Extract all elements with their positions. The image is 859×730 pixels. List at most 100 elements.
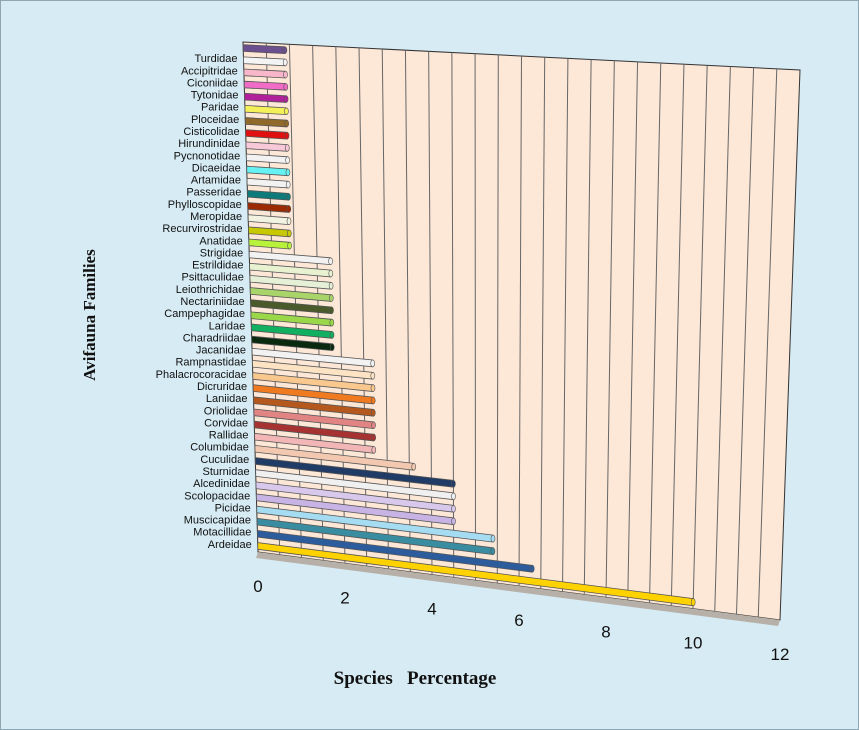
gridline	[288, 44, 302, 558]
bar-cap	[284, 132, 290, 140]
gridline	[312, 45, 324, 561]
gridline	[627, 61, 639, 601]
x-tick-label: 2	[340, 588, 349, 607]
gridline	[670, 64, 685, 606]
category-label: Motacillidae	[193, 527, 251, 539]
gridline	[714, 66, 731, 612]
bar-cap	[371, 433, 377, 442]
bar-cap	[328, 257, 333, 265]
category-label: Cuculidae	[200, 454, 249, 466]
bar-cap	[370, 372, 376, 380]
bar-cap	[286, 229, 292, 238]
category-label: Accipitridae	[181, 65, 238, 77]
bar-cap	[286, 217, 292, 225]
plot-floor	[256, 552, 780, 626]
x-tick-label: 8	[601, 622, 610, 641]
bar-cap	[329, 318, 335, 327]
category-label: Alcedinidae	[193, 478, 250, 490]
category-label: Rallidae	[209, 430, 249, 442]
category-label: Passeridae	[186, 187, 241, 199]
gridline	[335, 46, 346, 564]
x-tick-label: 10	[684, 634, 703, 653]
x-tick-label: 12	[771, 645, 790, 664]
bar-cap	[370, 409, 376, 417]
bar-cap	[328, 269, 334, 278]
gridline	[605, 60, 615, 598]
bar-cap	[285, 168, 291, 177]
bar-cap	[451, 480, 456, 488]
gridline	[358, 47, 368, 567]
bar-cap	[283, 95, 289, 103]
gridline	[404, 50, 411, 572]
category-label: Nectariniidae	[180, 296, 244, 308]
category-label: Muscicapidae	[184, 515, 251, 527]
category-label: Sturnidae	[203, 466, 250, 478]
gridline	[562, 58, 569, 592]
category-label: Leiothrichidae	[176, 284, 245, 296]
bar-cap	[371, 421, 376, 429]
gridline	[265, 43, 281, 555]
gridline	[649, 62, 662, 604]
category-label: Tytonidae	[191, 90, 239, 102]
bar-cap	[283, 70, 288, 79]
category-label: Charadriidae	[183, 333, 246, 345]
bar-cap	[282, 58, 288, 67]
gridline	[540, 57, 546, 589]
bar-cap	[451, 517, 456, 525]
category-label: Jacanidae	[196, 345, 246, 357]
category-label: Dicruridae	[197, 381, 247, 393]
bar-cap	[370, 396, 376, 405]
category-label: Hirundinidae	[178, 138, 240, 150]
category-label: Phylloscopidae	[168, 199, 242, 211]
bar-cap	[329, 331, 335, 339]
category-label: Turdidae	[194, 53, 237, 65]
gridline	[496, 54, 499, 584]
bar-cap	[328, 282, 334, 290]
gridline	[381, 48, 389, 570]
bar-cap	[285, 156, 290, 164]
category-label: Recurvirostridae	[162, 223, 242, 235]
bar-cap	[329, 306, 334, 314]
bar-cap	[370, 359, 376, 368]
bar-cap	[371, 446, 377, 454]
x-tick-label: 0	[253, 577, 262, 596]
category-label: Columbidae	[190, 442, 249, 454]
bar-cap	[286, 193, 291, 201]
category-label: Ardeidae	[208, 539, 252, 551]
y-axis-title: Avifauna Families	[80, 249, 99, 381]
x-tick-label: 6	[514, 611, 523, 630]
gridline	[518, 55, 522, 587]
bar-cap	[490, 534, 496, 543]
category-label: Estrildidae	[192, 260, 243, 272]
bar-cap	[286, 205, 292, 213]
category-label: Ploceidae	[191, 114, 239, 126]
bar-cap	[287, 241, 292, 250]
category-label: Oriolidae	[204, 405, 248, 417]
bar-cap	[370, 384, 376, 392]
category-label: Picidae	[215, 503, 251, 515]
bar-cap	[282, 46, 288, 54]
bar-cap	[411, 463, 417, 471]
gridline	[428, 51, 433, 575]
category-label: Meropidae	[190, 211, 242, 223]
gridline	[692, 65, 708, 609]
gridline	[736, 67, 755, 615]
category-label: Corvidae	[204, 418, 248, 430]
bar-cap	[285, 180, 291, 189]
bar-cap	[451, 505, 456, 513]
category-label: Cisticolidae	[183, 126, 239, 138]
bar-cap	[690, 598, 696, 607]
bar-cap	[529, 564, 535, 573]
bar-cap	[490, 547, 496, 556]
category-label: Rampnastidae	[175, 357, 246, 369]
category-label: Artamidae	[191, 175, 241, 187]
bar-cap	[283, 83, 289, 91]
category-label: Dicaeidae	[192, 163, 241, 175]
category-label: Paridae	[201, 102, 239, 114]
gridline	[757, 68, 778, 618]
gridline	[583, 59, 592, 595]
category-label: Laridae	[209, 320, 246, 332]
category-label: Psittaculidae	[182, 272, 244, 284]
bar-cap	[284, 119, 290, 128]
